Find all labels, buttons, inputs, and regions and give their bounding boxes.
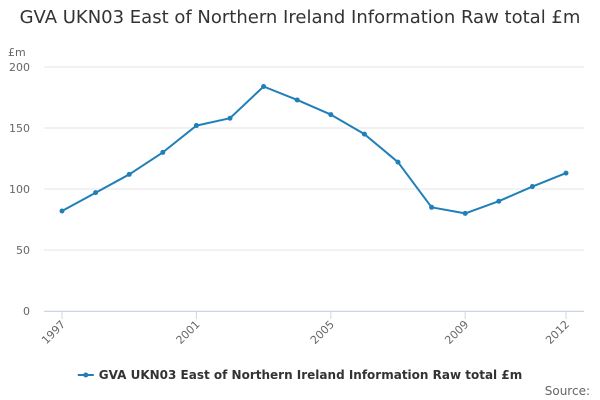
data-point-2008[interactable] <box>429 204 435 210</box>
y-tick-label-2: 100 <box>9 183 30 196</box>
data-point-2012[interactable] <box>563 170 569 176</box>
x-tick-label-3: 2009 <box>442 318 471 347</box>
source-credit[interactable]: Source: <box>545 384 590 398</box>
data-point-2007[interactable] <box>395 159 401 165</box>
data-point-2001[interactable] <box>193 123 199 129</box>
x-tick-label-1: 2001 <box>174 318 203 347</box>
data-point-2009[interactable] <box>462 210 468 216</box>
legend-label: GVA UKN03 East of Northern Ireland Infor… <box>99 368 522 382</box>
chart-title: GVA UKN03 East of Northern Ireland Infor… <box>19 7 581 28</box>
y-tick-label-0: 0 <box>23 305 30 318</box>
y-tick-label-1: 50 <box>16 244 30 257</box>
y-tick-label-3: 150 <box>9 122 30 135</box>
data-point-2004[interactable] <box>294 97 300 103</box>
legend-marker-symbol <box>83 372 89 378</box>
data-point-2000[interactable] <box>160 149 166 155</box>
data-point-2003[interactable] <box>261 84 267 90</box>
data-point-2005[interactable] <box>328 112 334 118</box>
x-tick-label-0: 1997 <box>39 318 68 347</box>
legend-item-0[interactable]: GVA UKN03 East of Northern Ireland Infor… <box>77 368 522 382</box>
data-point-1997[interactable] <box>59 208 65 214</box>
x-tick-label-4: 2012 <box>543 318 572 347</box>
data-point-2002[interactable] <box>227 115 233 121</box>
y-axis-unit-label: £m <box>8 46 26 59</box>
series-line-0[interactable] <box>61 85 567 215</box>
data-point-2010[interactable] <box>496 198 502 204</box>
data-point-1999[interactable] <box>126 171 132 177</box>
x-tick-label-2: 2005 <box>308 318 337 347</box>
data-point-1998[interactable] <box>93 190 99 196</box>
data-point-2011[interactable] <box>529 184 535 190</box>
y-tick-label-4: 200 <box>9 61 30 74</box>
data-point-2006[interactable] <box>361 131 367 137</box>
